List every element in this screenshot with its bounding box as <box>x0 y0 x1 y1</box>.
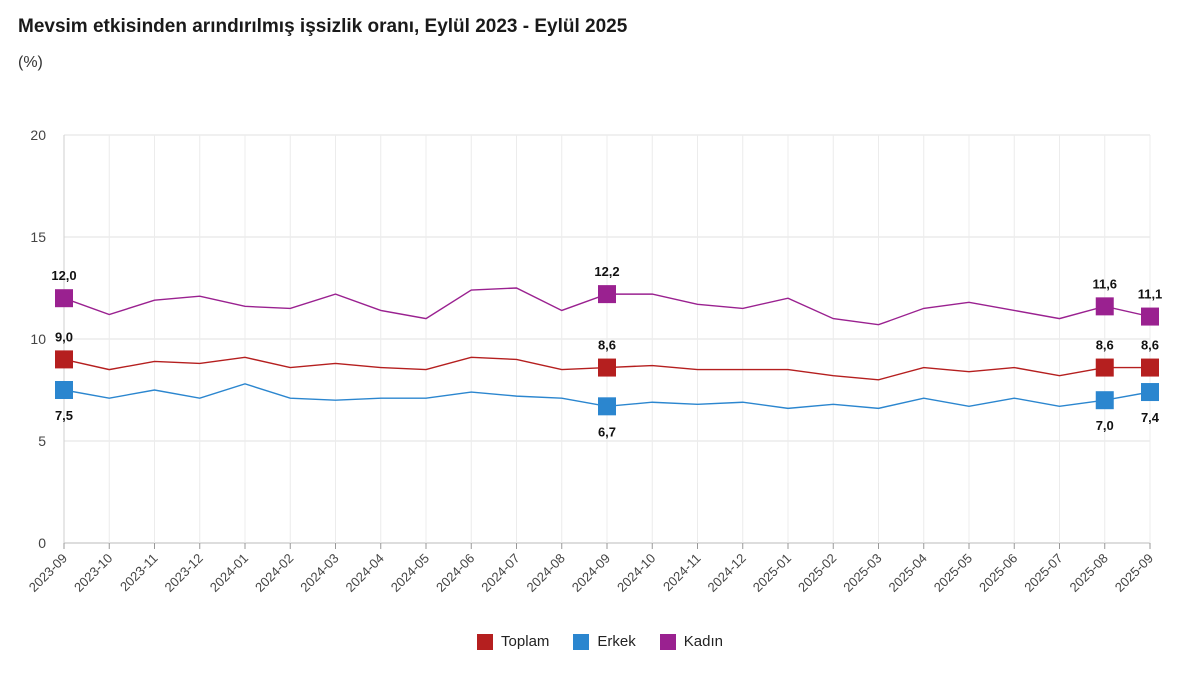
data-point-marker <box>1095 297 1114 316</box>
x-tick-label: 2024-09 <box>569 551 613 595</box>
data-label: 6,7 <box>598 424 616 439</box>
x-tick-label: 2025-02 <box>795 551 839 595</box>
legend-item-kadın[interactable]: Kadın <box>659 633 723 650</box>
data-label: 7,0 <box>1096 418 1114 433</box>
legend-swatch <box>477 633 494 650</box>
data-point-marker <box>598 358 616 377</box>
data-label: 11,1 <box>1138 287 1163 302</box>
chart-title: Mevsim etkisinden arındırılmış işsizlik … <box>18 16 628 37</box>
x-tick-label: 2023-11 <box>117 551 161 595</box>
data-label: 7,4 <box>1141 410 1160 425</box>
chart-subtitle: (%) <box>18 54 43 71</box>
x-tick-label: 2025-07 <box>1021 551 1065 595</box>
x-tick-label: 2024-07 <box>478 551 522 595</box>
x-tick-label: 2024-02 <box>252 551 296 595</box>
x-tick-label: 2025-09 <box>1112 551 1156 595</box>
data-point-marker <box>1141 358 1159 377</box>
x-tick-label: 2025-06 <box>976 551 1020 595</box>
data-label: 7,5 <box>55 408 73 423</box>
x-tick-label: 2024-04 <box>343 551 387 595</box>
data-label: 8,6 <box>1141 338 1159 353</box>
x-tick-label: 2024-03 <box>297 551 341 595</box>
y-tick-label: 5 <box>38 433 46 449</box>
x-tick-label: 2024-08 <box>524 551 568 595</box>
x-tick-label: 2024-11 <box>660 551 704 595</box>
data-point-marker <box>55 350 73 369</box>
legend-label: Kadın <box>683 633 723 650</box>
data-label: 8,6 <box>1096 338 1114 353</box>
legend-item-toplam[interactable]: Toplam <box>477 633 549 650</box>
data-label: 12,2 <box>594 264 619 279</box>
data-point-marker <box>55 289 73 308</box>
data-point-marker <box>1141 307 1159 326</box>
y-tick-label: 20 <box>30 127 46 143</box>
data-label: 11,6 <box>1092 276 1117 291</box>
data-label: 12,0 <box>51 268 76 283</box>
y-tick-label: 10 <box>30 331 46 347</box>
legend-swatch <box>573 633 590 650</box>
x-tick-label: 2025-03 <box>840 551 884 595</box>
x-tick-label: 2024-10 <box>614 551 658 595</box>
y-tick-label: 15 <box>30 229 46 245</box>
data-point-marker <box>1095 391 1114 410</box>
x-tick-label: 2025-08 <box>1067 551 1111 595</box>
data-point-marker <box>598 285 616 304</box>
data-label: 8,6 <box>598 338 616 353</box>
x-tick-label: 2023-12 <box>162 551 206 595</box>
x-tick-label: 2024-12 <box>705 551 749 595</box>
x-tick-label: 2023-10 <box>71 551 115 595</box>
x-tick-label: 2025-01 <box>750 551 794 595</box>
data-point-marker <box>1141 383 1159 402</box>
x-tick-label: 2024-06 <box>433 551 477 595</box>
legend-swatch <box>659 633 676 650</box>
x-tick-label: 2024-01 <box>207 551 251 595</box>
x-tick-label: 2024-05 <box>388 551 432 595</box>
legend-item-erkek[interactable]: Erkek <box>573 633 636 650</box>
chart-legend: Toplam Erkek Kadın <box>0 633 1200 650</box>
x-tick-label: 2025-04 <box>886 551 930 595</box>
legend-label: Erkek <box>597 633 636 650</box>
data-point-marker <box>1095 358 1114 377</box>
data-point-marker <box>55 381 73 399</box>
data-label: 9,0 <box>55 329 73 344</box>
y-tick-label: 0 <box>38 535 46 551</box>
data-point-marker <box>598 397 616 416</box>
legend-label: Toplam <box>501 633 550 650</box>
x-tick-label: 2025-05 <box>931 551 975 595</box>
x-tick-label: 2023-09 <box>26 551 70 595</box>
